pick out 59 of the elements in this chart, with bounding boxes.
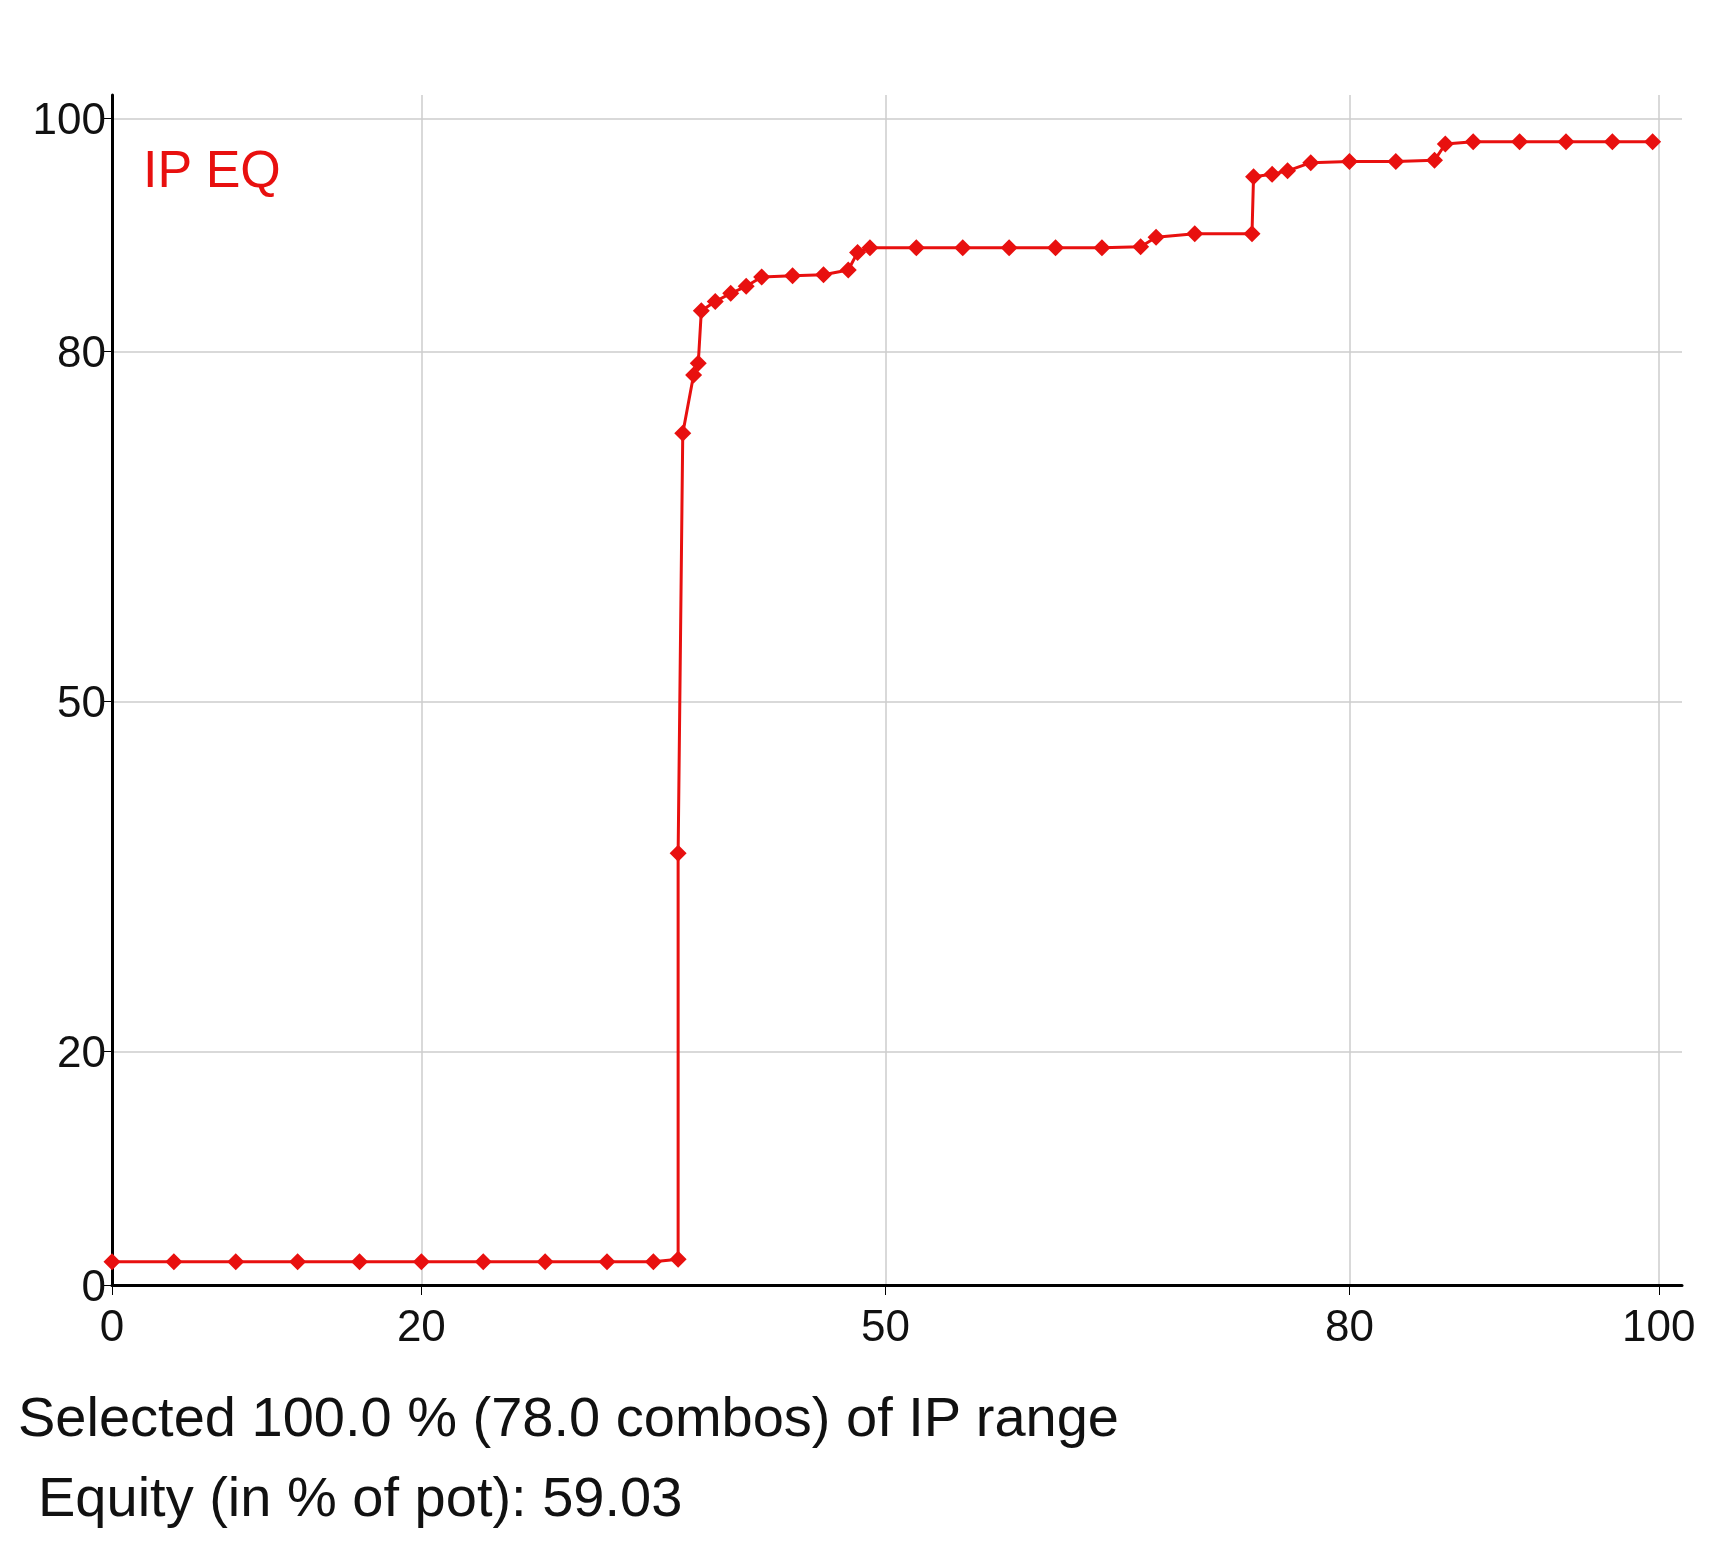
point [350,1253,368,1271]
point [1263,165,1281,183]
x-tick-label: 20 [396,1300,446,1350]
point [1132,238,1150,256]
text: IP EQ [143,140,281,198]
point [907,239,925,257]
point [536,1253,554,1271]
point [1279,162,1297,180]
point [954,239,972,257]
y-tick-label: 20 [57,1027,106,1077]
point [1186,225,1204,243]
point [692,302,710,320]
point [1047,239,1065,257]
point [1557,133,1575,151]
point [674,424,692,442]
point [474,1253,492,1271]
point [1426,151,1444,169]
point [815,266,833,284]
point [1093,239,1111,257]
y-tick-label: 80 [57,327,106,377]
point [753,268,771,286]
point [1147,228,1165,246]
text: Equity (in % of pot): 59.03 [38,1464,683,1528]
point [1243,225,1261,243]
point [784,267,802,285]
point [861,239,879,257]
point [1245,168,1263,186]
point [165,1253,183,1271]
point [1464,133,1482,151]
point [685,366,703,384]
point [689,354,707,372]
point [1436,135,1454,153]
point [1644,133,1662,151]
point [644,1253,662,1271]
point [1603,133,1621,151]
point [1340,153,1358,170]
point [227,1253,245,1271]
x-tick-label: 80 [1324,1300,1374,1350]
point [412,1253,430,1271]
point [1511,133,1529,151]
x-tick-label: 100 [1622,1300,1696,1350]
point [1302,154,1320,172]
point [669,1250,687,1268]
y-tick-label: 0 [81,1260,106,1310]
point [289,1253,307,1271]
point [1000,239,1018,257]
y-tick-label: 50 [57,677,106,727]
point [722,284,740,302]
point [1387,153,1405,170]
point [839,261,857,279]
text: Selected 100.0 % (78.0 combos) of IP range [18,1384,1119,1448]
point [849,244,867,261]
point [669,844,687,862]
point [737,277,755,295]
y-tick-label: 100 [32,93,106,143]
point [598,1253,616,1271]
x-tick-label: 50 [860,1300,910,1350]
point [103,1253,121,1271]
point [706,293,724,310]
